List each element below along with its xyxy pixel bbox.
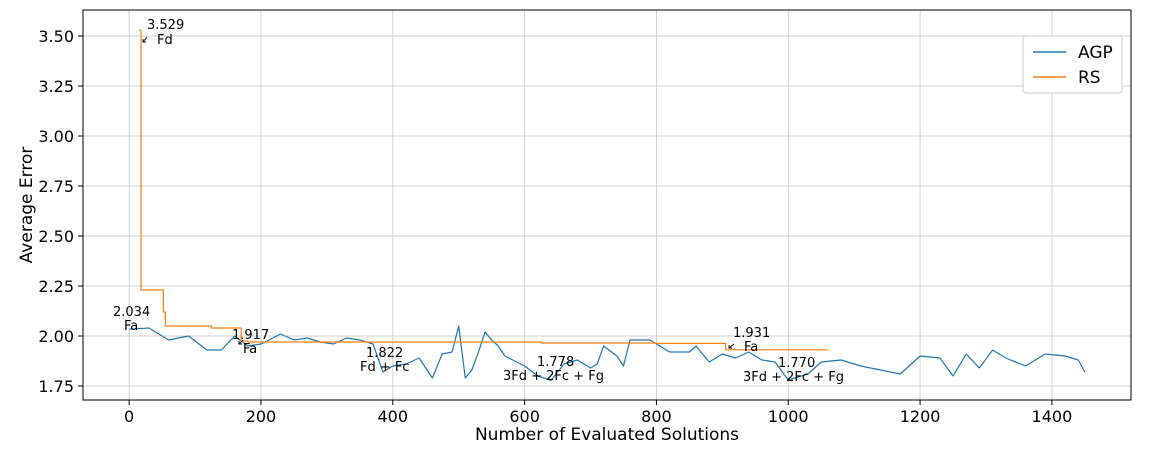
x-axis-label: Number of Evaluated Solutions xyxy=(475,425,739,445)
x-tick-label: 400 xyxy=(378,407,409,426)
annotation-value: 1.917 xyxy=(232,328,269,343)
legend-label: RS xyxy=(1078,68,1101,88)
annotation-value: 1.770 xyxy=(778,356,815,371)
annotation-label: Fd + Fc xyxy=(360,360,410,375)
x-tick-label: 200 xyxy=(246,407,277,426)
annotation-arrowhead xyxy=(238,341,242,345)
y-tick-label: 2.25 xyxy=(38,277,74,296)
plot-frame xyxy=(82,9,1132,401)
annotation-arrowhead xyxy=(142,39,146,43)
annotation-label: Fd xyxy=(157,33,173,48)
annotation-label: Fa xyxy=(243,342,257,357)
series-layer xyxy=(129,29,1086,381)
y-tick-label: 1.75 xyxy=(38,377,74,396)
x-tick-label: 800 xyxy=(641,407,672,426)
legend: AGP RS xyxy=(1022,35,1123,94)
annotation-arrow xyxy=(728,343,735,349)
x-tick-label: 1400 xyxy=(1032,407,1073,426)
annotation-label: Fa xyxy=(744,340,758,355)
y-tick-label: 2.00 xyxy=(38,327,74,346)
legend-label: AGP xyxy=(1078,43,1113,63)
legend-box xyxy=(1022,35,1123,94)
annotation-arrow xyxy=(142,36,148,43)
grid xyxy=(83,10,1131,400)
y-tick-label: 3.00 xyxy=(38,127,74,146)
annotation-arrow xyxy=(238,339,244,345)
y-tick-label: 2.50 xyxy=(38,227,74,246)
annotation-label: 3Fd + 2Fc + Fg xyxy=(503,369,604,384)
annotation-label: Fa xyxy=(124,319,138,334)
y-tick-label: 3.50 xyxy=(38,27,74,46)
annotation-label: 3Fd + 2Fc + Fg xyxy=(743,370,844,385)
y-tick-label: 2.75 xyxy=(38,177,74,196)
annotation-value: 3.529 xyxy=(147,18,184,33)
annotation-value: 1.931 xyxy=(733,326,770,341)
x-tick-label: 1000 xyxy=(768,407,809,426)
x-tick-label: 0 xyxy=(124,407,134,426)
annotation-value: 2.034 xyxy=(113,305,150,320)
x-tick-label: 600 xyxy=(509,407,540,426)
annotation-value: 1.822 xyxy=(366,346,403,361)
annotation-value: 1.778 xyxy=(537,355,574,370)
axis-ticks: 0 200 400 600 800 1000 1200 1400 1.75 2.00 2.25 2.5… xyxy=(38,27,1072,426)
y-axis-label: Average Error xyxy=(17,147,37,264)
annotation-arrowhead xyxy=(728,345,732,349)
y-tick-label: 3.25 xyxy=(38,77,74,96)
series-line-rs xyxy=(139,29,828,351)
x-tick-label: 1200 xyxy=(900,407,941,426)
series-line-agp xyxy=(129,325,1086,381)
